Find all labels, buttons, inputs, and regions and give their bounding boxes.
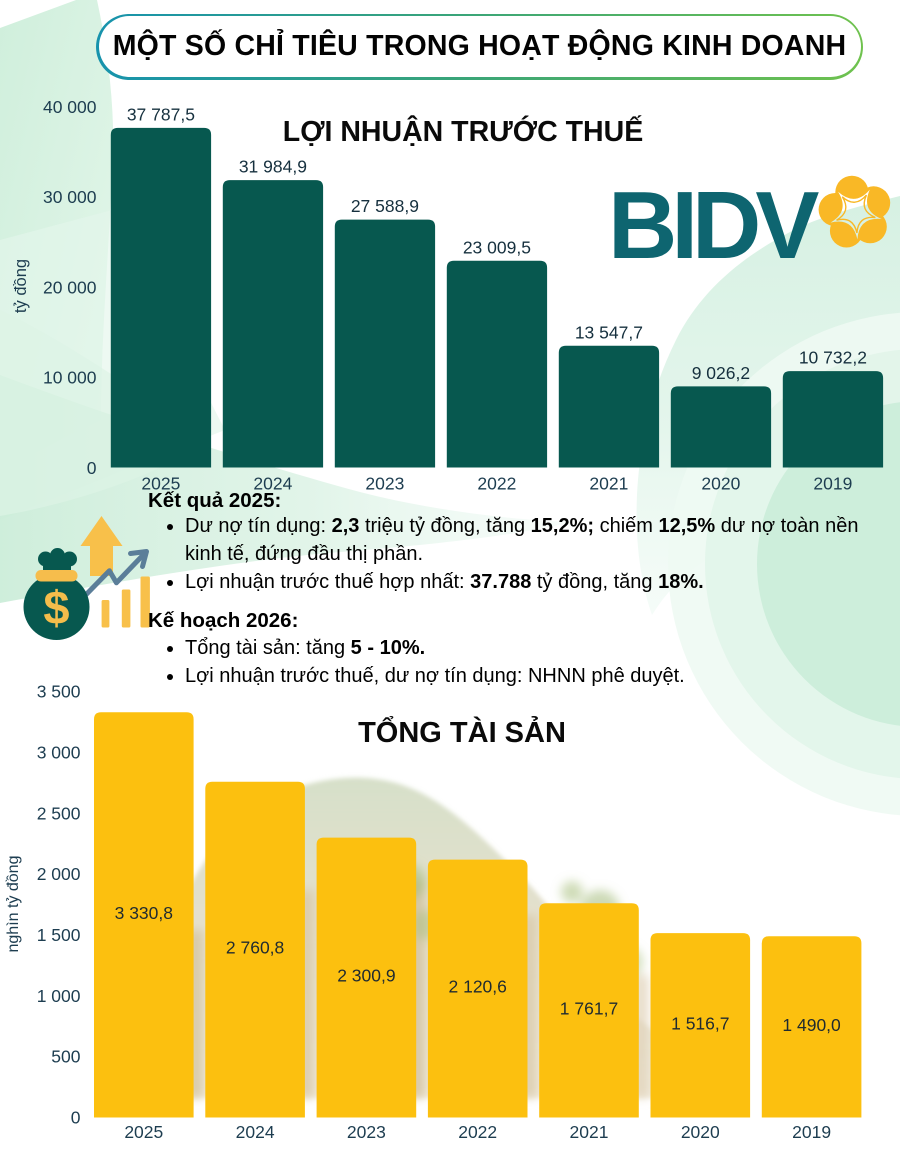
svg-text:10 000: 10 000 <box>43 368 97 388</box>
svg-text:0: 0 <box>87 458 97 478</box>
svg-text:2020: 2020 <box>701 474 740 494</box>
svg-text:2024: 2024 <box>236 1122 275 1142</box>
svg-text:tỷ đồng: tỷ đồng <box>12 259 30 313</box>
svg-text:1 490,0: 1 490,0 <box>782 1015 841 1035</box>
svg-text:1 500: 1 500 <box>37 925 81 945</box>
svg-text:2019: 2019 <box>792 1122 831 1142</box>
svg-text:1 516,7: 1 516,7 <box>671 1013 729 1033</box>
svg-text:13 547,7: 13 547,7 <box>575 322 643 342</box>
svg-text:30 000: 30 000 <box>43 187 97 207</box>
svg-text:2023: 2023 <box>347 1122 386 1142</box>
svg-text:2022: 2022 <box>458 1122 497 1142</box>
svg-text:2025: 2025 <box>141 474 180 494</box>
svg-text:3 330,8: 3 330,8 <box>115 903 173 923</box>
svg-text:10 732,2: 10 732,2 <box>799 348 867 368</box>
svg-text:nghìn tỷ đồng: nghìn tỷ đồng <box>5 856 22 953</box>
svg-text:3 500: 3 500 <box>37 682 81 702</box>
svg-text:2020: 2020 <box>681 1122 720 1142</box>
svg-text:2 300,9: 2 300,9 <box>337 966 395 986</box>
svg-text:20 000: 20 000 <box>43 277 97 297</box>
svg-text:3 000: 3 000 <box>37 743 81 763</box>
svg-text:2 120,6: 2 120,6 <box>449 977 507 997</box>
svg-text:2021: 2021 <box>589 474 628 494</box>
svg-text:23 009,5: 23 009,5 <box>463 237 531 257</box>
svg-text:31 984,9: 31 984,9 <box>239 157 307 177</box>
svg-text:40 000: 40 000 <box>43 97 97 117</box>
svg-text:2025: 2025 <box>124 1122 163 1142</box>
svg-text:BIDV: BIDV <box>608 172 819 279</box>
svg-text:37 787,5: 37 787,5 <box>127 104 195 124</box>
svg-text:500: 500 <box>51 1047 80 1067</box>
svg-text:0: 0 <box>71 1108 81 1128</box>
svg-text:2021: 2021 <box>570 1122 609 1142</box>
svg-text:2024: 2024 <box>253 474 292 494</box>
svg-text:2019: 2019 <box>813 474 852 494</box>
svg-text:27 588,9: 27 588,9 <box>351 196 419 216</box>
svg-text:1 761,7: 1 761,7 <box>560 998 618 1018</box>
svg-text:2022: 2022 <box>477 474 516 494</box>
svg-text:2 760,8: 2 760,8 <box>226 938 284 958</box>
svg-text:9 026,2: 9 026,2 <box>692 363 750 383</box>
svg-text:2 000: 2 000 <box>37 864 81 884</box>
svg-text:1 000: 1 000 <box>37 986 81 1006</box>
svg-text:$: $ <box>43 581 69 634</box>
svg-text:2 500: 2 500 <box>37 803 81 823</box>
svg-text:2023: 2023 <box>365 474 404 494</box>
